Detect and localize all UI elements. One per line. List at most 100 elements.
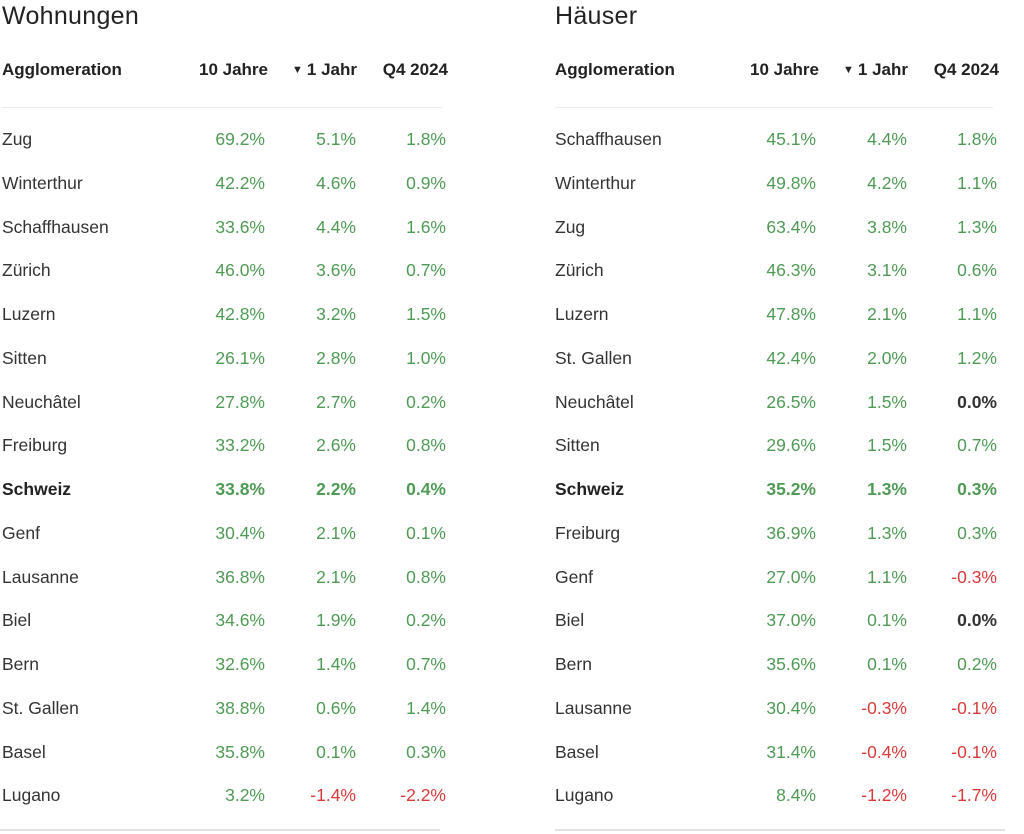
table-row: Zürich 46.3% 3.1% 0.6%: [555, 249, 999, 293]
column-header-1-year-label: 1 Jahr: [306, 60, 357, 79]
ten-year-change-cell: 33.8%: [215, 479, 265, 499]
footer-divider: [555, 829, 1005, 831]
agglomeration-cell: Neuchâtel: [2, 391, 81, 412]
apartments-header-row: Agglomeration 10 Jahre ▼ 1 Jahr Q4 2024: [2, 60, 448, 84]
ten-year-change-cell: 27.8%: [215, 391, 265, 412]
one-year-change-cell: 3.6%: [316, 260, 356, 281]
one-year-change-cell: -0.4%: [861, 741, 907, 762]
q4-2024-change-cell: 1.8%: [406, 129, 446, 149]
table-row: Lugano 3.2% -1.4% -2.2%: [2, 774, 448, 818]
agglomeration-cell: Winterthur: [2, 172, 83, 193]
q4-2024-change-cell: -2.2%: [400, 785, 446, 806]
ten-year-change-cell: 30.4%: [766, 697, 816, 718]
column-header-q4-2024[interactable]: Q4 2024: [382, 60, 448, 79]
column-header-agglomeration[interactable]: Agglomeration: [555, 60, 675, 79]
ten-year-change-cell: 46.3%: [766, 260, 816, 281]
q4-2024-change-cell: 0.7%: [406, 654, 446, 674]
sort-desc-icon: ▼: [292, 64, 303, 76]
ten-year-change-cell: 33.6%: [215, 216, 265, 237]
agglomeration-cell: Basel: [2, 741, 46, 762]
ten-year-change-cell: 37.0%: [766, 610, 816, 631]
q4-2024-change-cell: 0.7%: [957, 435, 997, 456]
table-row: Winterthur 49.8% 4.2% 1.1%: [555, 162, 999, 206]
houses-title: Häuser: [555, 2, 638, 30]
q4-2024-change-cell: 0.2%: [406, 391, 446, 412]
table-row: Bern 32.6% 1.4% 0.7%: [2, 643, 448, 687]
table-row: Genf 27.0% 1.1% -0.3%: [555, 556, 999, 600]
agglomeration-cell: Biel: [555, 610, 585, 631]
agglomeration-cell: Schaffhausen: [555, 129, 662, 149]
one-year-change-cell: 2.1%: [316, 522, 356, 543]
table-row: Neuchâtel 27.8% 2.7% 0.2%: [2, 381, 448, 425]
q4-2024-change-cell: 1.0%: [406, 347, 446, 368]
agglomeration-cell: Schweiz: [555, 479, 625, 499]
table-row: Freiburg 36.9% 1.3% 0.3%: [555, 512, 999, 556]
column-header-10-years[interactable]: 10 Jahre: [750, 60, 819, 79]
one-year-change-cell: 3.8%: [867, 216, 907, 237]
agglomeration-cell: Schweiz: [2, 479, 72, 499]
column-header-10-years[interactable]: 10 Jahre: [199, 60, 268, 79]
one-year-change-cell: 1.5%: [867, 391, 907, 412]
ten-year-change-cell: 32.6%: [215, 654, 265, 674]
one-year-change-cell: -1.2%: [861, 785, 907, 806]
table-row: Lausanne 36.8% 2.1% 0.8%: [2, 556, 448, 600]
footer-divider: [0, 829, 440, 831]
one-year-change-cell: 0.1%: [316, 741, 356, 762]
ten-year-change-cell: 45.1%: [766, 129, 816, 149]
ten-year-change-cell: 42.8%: [215, 304, 265, 324]
q4-2024-change-cell: 0.1%: [406, 522, 446, 543]
q4-2024-change-cell: 0.2%: [957, 654, 997, 674]
agglomeration-cell: Genf: [2, 522, 40, 543]
agglomeration-cell: Freiburg: [555, 522, 621, 543]
agglomeration-cell: Lausanne: [2, 566, 79, 587]
agglomeration-cell: Luzern: [555, 304, 609, 324]
q4-2024-change-cell: 0.2%: [406, 610, 446, 631]
agglomeration-cell: Zug: [555, 216, 586, 237]
one-year-change-cell: 1.3%: [867, 522, 907, 543]
table-row: Luzern 47.8% 2.1% 1.1%: [555, 293, 999, 337]
column-header-q4-2024[interactable]: Q4 2024: [933, 60, 999, 79]
ten-year-change-cell: 34.6%: [215, 610, 265, 631]
ten-year-change-cell: 47.8%: [766, 304, 816, 324]
one-year-change-cell: 1.9%: [316, 610, 356, 631]
column-header-agglomeration[interactable]: Agglomeration: [2, 60, 122, 79]
ten-year-change-cell: 29.6%: [766, 435, 816, 456]
one-year-change-cell: 1.4%: [316, 654, 356, 674]
ten-year-change-cell: 46.0%: [215, 260, 265, 281]
one-year-change-cell: 5.1%: [316, 129, 356, 149]
one-year-change-cell: 0.1%: [867, 610, 907, 631]
ten-year-change-cell: 31.4%: [766, 741, 816, 762]
agglomeration-cell: Sitten: [555, 435, 600, 456]
agglomeration-cell: Bern: [2, 654, 39, 674]
table-row: Schweiz 33.8% 2.2% 0.4%: [2, 468, 448, 512]
agglomeration-cell: Neuchâtel: [555, 391, 634, 412]
ten-year-change-cell: 49.8%: [766, 172, 816, 193]
table-row: Zug 69.2% 5.1% 1.8%: [2, 118, 448, 162]
ten-year-change-cell: 33.2%: [215, 435, 265, 456]
one-year-change-cell: 2.0%: [867, 347, 907, 368]
one-year-change-cell: 2.8%: [316, 347, 356, 368]
q4-2024-change-cell: 0.0%: [957, 610, 997, 631]
q4-2024-change-cell: 0.8%: [406, 435, 446, 456]
table-row: Schaffhausen 45.1% 4.4% 1.8%: [555, 118, 999, 162]
column-header-1-year[interactable]: ▼ 1 Jahr: [292, 60, 357, 80]
one-year-change-cell: 2.1%: [867, 304, 907, 324]
table-row: Lausanne 30.4% -0.3% -0.1%: [555, 687, 999, 731]
q4-2024-change-cell: 1.6%: [406, 216, 446, 237]
q4-2024-change-cell: 0.8%: [406, 566, 446, 587]
q4-2024-change-cell: 0.4%: [406, 479, 446, 499]
agglomeration-cell: Zürich: [555, 260, 604, 281]
ten-year-change-cell: 38.8%: [215, 697, 265, 718]
column-header-1-year[interactable]: ▼ 1 Jahr: [843, 60, 908, 80]
ten-year-change-cell: 8.4%: [776, 785, 816, 806]
table-row: St. Gallen 42.4% 2.0% 1.2%: [555, 337, 999, 381]
ten-year-change-cell: 36.9%: [766, 522, 816, 543]
q4-2024-change-cell: -1.7%: [951, 785, 997, 806]
table-row: Schaffhausen 33.6% 4.4% 1.6%: [2, 206, 448, 250]
q4-2024-change-cell: 1.8%: [957, 129, 997, 149]
ten-year-change-cell: 36.8%: [215, 566, 265, 587]
agglomeration-cell: St. Gallen: [555, 347, 632, 368]
agglomeration-cell: Genf: [555, 566, 593, 587]
houses-table-body: Schaffhausen 45.1% 4.4% 1.8% Winterthur 49.8%…: [555, 118, 999, 818]
one-year-change-cell: -0.3%: [861, 697, 907, 718]
